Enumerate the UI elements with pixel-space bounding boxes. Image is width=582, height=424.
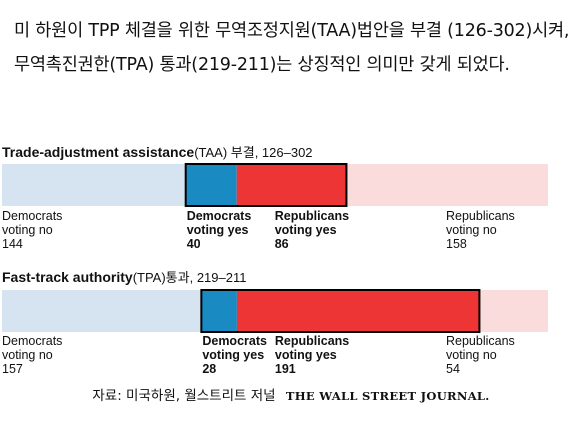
segment-sublabel-0-2: voting yes xyxy=(275,223,337,237)
segment-sublabel-1-1: voting yes xyxy=(202,348,264,362)
chart-title-1: Fast-track authority(TPA)통과, 219–211 xyxy=(2,269,246,285)
bar-segment-1-2 xyxy=(236,290,480,332)
chart-title-suffix: (TPA)통과, 219–211 xyxy=(133,270,247,285)
bar-segment-1-0 xyxy=(2,290,202,332)
chart-title-suffix: (TAA) 부결, 126–302 xyxy=(194,145,312,160)
bar-segment-1-3 xyxy=(479,290,548,332)
segment-sublabel-0-1: voting yes xyxy=(187,223,249,237)
segment-sublabel-0-3: voting no xyxy=(446,223,497,237)
segment-sublabel-1-0: voting no xyxy=(2,348,53,362)
segment-value-1-1: 28 xyxy=(202,362,216,376)
segment-value-0-2: 86 xyxy=(275,237,289,251)
chart-title-main: Trade-adjustment assistance xyxy=(2,144,194,160)
segment-value-1-0: 157 xyxy=(2,362,23,376)
segment-value-1-3: 54 xyxy=(446,362,460,376)
bar-segment-0-3 xyxy=(346,164,548,206)
source-text: 자료: 미국하원, 월스트리트 저널 xyxy=(92,388,276,404)
segment-sublabel-1-2: voting yes xyxy=(275,348,337,362)
publication-name: THE WALL STREET JOURNAL. xyxy=(285,389,490,403)
segment-label-1-1: Democrats xyxy=(202,334,267,348)
bar-segment-1-1 xyxy=(201,290,237,332)
segment-label-1-2: Republicans xyxy=(275,334,349,348)
segment-label-0-0: Democrats xyxy=(2,209,62,223)
chart-title-0: Trade-adjustment assistance(TAA) 부결, 126… xyxy=(2,144,313,160)
segment-label-1-3: Republicans xyxy=(446,334,515,348)
segment-value-1-2: 191 xyxy=(275,362,296,376)
segment-value-0-0: 144 xyxy=(2,237,23,251)
segment-label-0-1: Democrats xyxy=(187,209,252,223)
segment-label-0-3: Republicans xyxy=(446,209,515,223)
segment-label-1-0: Democrats xyxy=(2,334,62,348)
segment-label-0-2: Republicans xyxy=(275,209,349,223)
yes-outline-0 xyxy=(184,163,348,207)
segment-sublabel-1-3: voting no xyxy=(446,348,497,362)
yes-outline-1 xyxy=(200,289,481,333)
segment-value-0-1: 40 xyxy=(187,237,201,251)
bar-segment-0-2 xyxy=(236,164,347,206)
bar-segment-0-0 xyxy=(2,164,186,206)
segment-value-0-3: 158 xyxy=(446,237,467,251)
segment-sublabel-0-0: voting no xyxy=(2,223,53,237)
intro-text: 미 하원이 TPP 체결을 위한 무역조정지원(TAA)법안을 부결 (126-… xyxy=(14,21,570,75)
source-line: 자료: 미국하원, 월스트리트 저널 THE WALL STREET JOURN… xyxy=(0,384,582,404)
chart-title-main: Fast-track authority xyxy=(2,269,133,285)
bar-segment-0-1 xyxy=(185,164,237,206)
